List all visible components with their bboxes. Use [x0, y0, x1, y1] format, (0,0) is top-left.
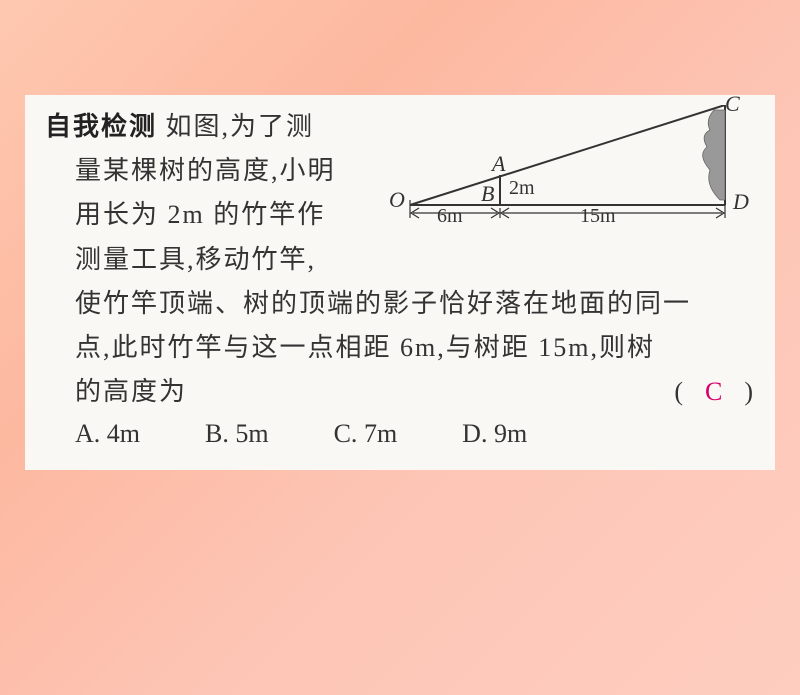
- answer-value: C: [705, 370, 724, 414]
- problem-text-wrap: 自我检测 如图,为了测 量某棵树的高度,小明 用长为 2m 的竹竿作 测量工具,…: [45, 105, 385, 282]
- text-b2: 点,此时竹竿与这一点相距 6m,与树距 15m,则树: [45, 326, 755, 370]
- label-2m: 2m: [509, 177, 535, 200]
- top-section: 自我检测 如图,为了测 量某棵树的高度,小明 用长为 2m 的竹竿作 测量工具,…: [45, 105, 755, 282]
- text-l3: 用长为 2m 的竹竿作: [45, 193, 385, 237]
- label-6m: 6m: [437, 205, 463, 228]
- point-O: O: [389, 187, 405, 213]
- point-D: D: [733, 189, 749, 215]
- point-A: A: [492, 151, 505, 177]
- answer-line: 的高度为 (C): [45, 370, 755, 414]
- option-B: B. 5m: [205, 419, 269, 449]
- triangle-diagram: C D O A B 2m 6m 15m: [395, 105, 755, 245]
- point-C: C: [725, 91, 740, 117]
- option-C: C. 7m: [334, 419, 398, 449]
- label-15m: 15m: [580, 205, 616, 228]
- option-D: D. 9m: [462, 419, 527, 449]
- answer-paren: (C): [674, 370, 755, 414]
- point-B: B: [481, 181, 494, 207]
- text-b3: 的高度为: [75, 370, 187, 414]
- text-b1: 使竹竿顶端、树的顶端的影子恰好落在地面的同一: [45, 282, 755, 326]
- text-p1: 如图,为了测: [166, 112, 315, 141]
- problem-label: 自我检测: [45, 112, 157, 141]
- options-row: A. 4m B. 5m C. 7m D. 9m: [45, 419, 755, 449]
- text-l4: 测量工具,移动竹竿,: [45, 238, 385, 282]
- option-A: A. 4m: [75, 419, 140, 449]
- text-l2: 量某棵树的高度,小明: [45, 149, 385, 193]
- problem-card: 自我检测 如图,为了测 量某棵树的高度,小明 用长为 2m 的竹竿作 测量工具,…: [25, 95, 775, 470]
